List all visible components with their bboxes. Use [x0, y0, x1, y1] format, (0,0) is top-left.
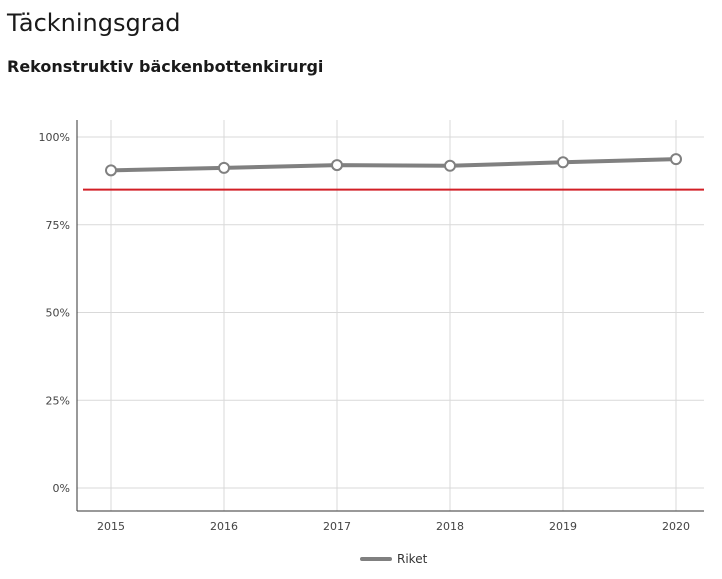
axes — [76, 120, 704, 512]
y-tick-label: 0% — [53, 482, 70, 495]
chart-subtitle: Rekonstruktiv bäckenbottenkirurgi — [7, 57, 324, 76]
x-tick-label: 2017 — [323, 520, 351, 533]
x-tick-label: 2016 — [210, 520, 238, 533]
x-tick-label: 2020 — [662, 520, 690, 533]
data-point — [218, 161, 230, 174]
chart-title: Täckningsgrad — [7, 9, 181, 37]
grid-lines — [77, 120, 704, 511]
x-tick-label: 2018 — [436, 520, 464, 533]
x-axis-ticks: 2015 2016 2017 2018 2019 2020 — [97, 520, 690, 533]
series-group — [105, 153, 682, 177]
legend: Riket — [360, 552, 428, 566]
legend-label: Riket — [397, 552, 428, 566]
y-tick-label: 25% — [46, 394, 70, 407]
y-tick-label: 75% — [46, 219, 70, 232]
data-point — [331, 159, 343, 172]
series-line-riket — [109, 157, 678, 173]
y-tick-label: 50% — [46, 307, 70, 320]
data-point — [444, 159, 456, 172]
y-axis-ticks: 0% 25% 50% 75% 100% — [39, 131, 70, 495]
data-point — [557, 156, 569, 169]
y-tick-label: 100% — [39, 131, 70, 144]
data-point — [670, 153, 682, 166]
x-tick-label: 2015 — [97, 520, 125, 533]
data-point — [105, 164, 117, 177]
x-tick-label: 2019 — [549, 520, 577, 533]
